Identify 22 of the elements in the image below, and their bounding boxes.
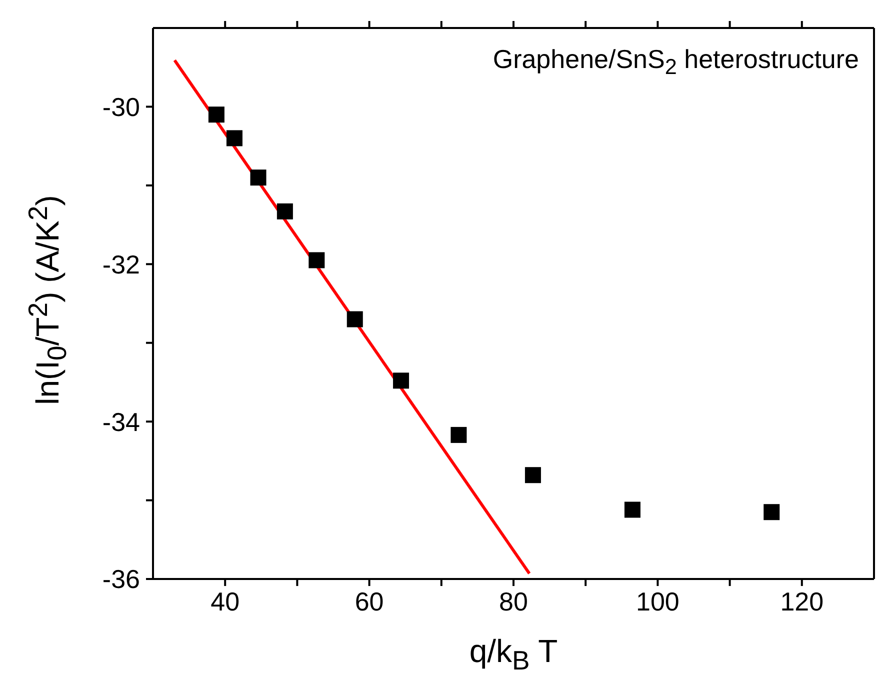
point xyxy=(764,504,780,520)
x-tick-label: 40 xyxy=(210,586,240,616)
point xyxy=(250,170,266,186)
x-tick-label: 120 xyxy=(780,586,824,616)
point xyxy=(524,467,541,484)
y-tick-label: -32 xyxy=(102,249,140,280)
point xyxy=(346,311,363,328)
point xyxy=(226,130,242,146)
point xyxy=(208,106,224,123)
point xyxy=(450,426,467,443)
point xyxy=(276,203,293,220)
point xyxy=(308,252,325,268)
point xyxy=(393,372,410,389)
x-axis-title: q/k$_{B}$ T xyxy=(468,633,559,676)
y-tick-label: -30 xyxy=(102,92,140,122)
point xyxy=(624,502,640,518)
y-tick-label: -34 xyxy=(102,406,140,437)
x-tick-label: 80 xyxy=(499,586,528,616)
y-tick-label: -36 xyxy=(102,564,140,594)
annotation: Graphene/SnS$_{2}$ heterostructure xyxy=(492,44,859,80)
x-tick-label: 60 xyxy=(354,586,384,616)
x-tick-label: 100 xyxy=(636,586,680,616)
